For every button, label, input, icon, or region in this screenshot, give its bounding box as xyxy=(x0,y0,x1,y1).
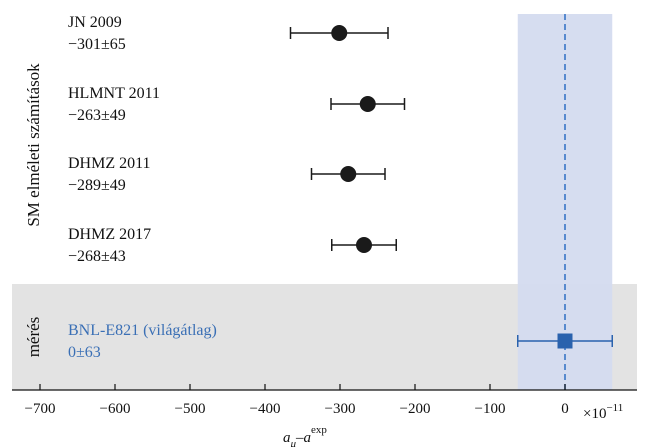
point-value-label: −268±43 xyxy=(68,248,126,265)
data-point-circle xyxy=(340,166,357,182)
x-tick-label: −200 xyxy=(400,401,431,417)
x-tick-label: −100 xyxy=(475,401,506,417)
point-value-label: −301±65 xyxy=(68,36,126,53)
point-name-label: HLMNT 2011 xyxy=(68,85,160,102)
point-name-label: DHMZ 2011 xyxy=(68,155,151,172)
x-tick-label: 0 xyxy=(561,401,569,417)
x-tick-label: −600 xyxy=(100,401,131,417)
x-tick-label: −700 xyxy=(25,401,56,417)
data-point-circle xyxy=(331,25,348,41)
point-name-label: BNL-E821 (világátlag) xyxy=(68,322,217,339)
x-multiplier: ×10−11 xyxy=(583,402,623,422)
data-point-square xyxy=(557,333,573,349)
point-labels: JN 2009 −301±65 HLMNT 2011 −263±49 DHMZ 2011… xyxy=(68,14,217,361)
point-value-label: −289±49 xyxy=(68,177,126,194)
uncertainty-band-layer xyxy=(517,14,613,390)
x-tick-label: −400 xyxy=(250,401,281,417)
data-points xyxy=(289,25,613,349)
x-axis-label: aμ–aexp xyxy=(283,424,327,447)
group-label-theory: SM elméleti számítások xyxy=(24,63,43,227)
data-point-circle xyxy=(359,96,376,112)
point-name-label: JN 2009 xyxy=(68,14,122,31)
group-label-measurement: mérés xyxy=(24,317,43,358)
point-name-label: DHMZ 2017 xyxy=(68,226,151,243)
point-value-label: 0±63 xyxy=(68,344,101,361)
x-tick-label: −300 xyxy=(325,401,356,417)
x-tick-label: −500 xyxy=(175,401,206,417)
data-point-circle xyxy=(356,237,372,253)
x-axis-ticks: −700 −600 −500 −400 −300 −200 −100 0 xyxy=(25,384,569,417)
point-value-label: −263±49 xyxy=(68,107,126,124)
